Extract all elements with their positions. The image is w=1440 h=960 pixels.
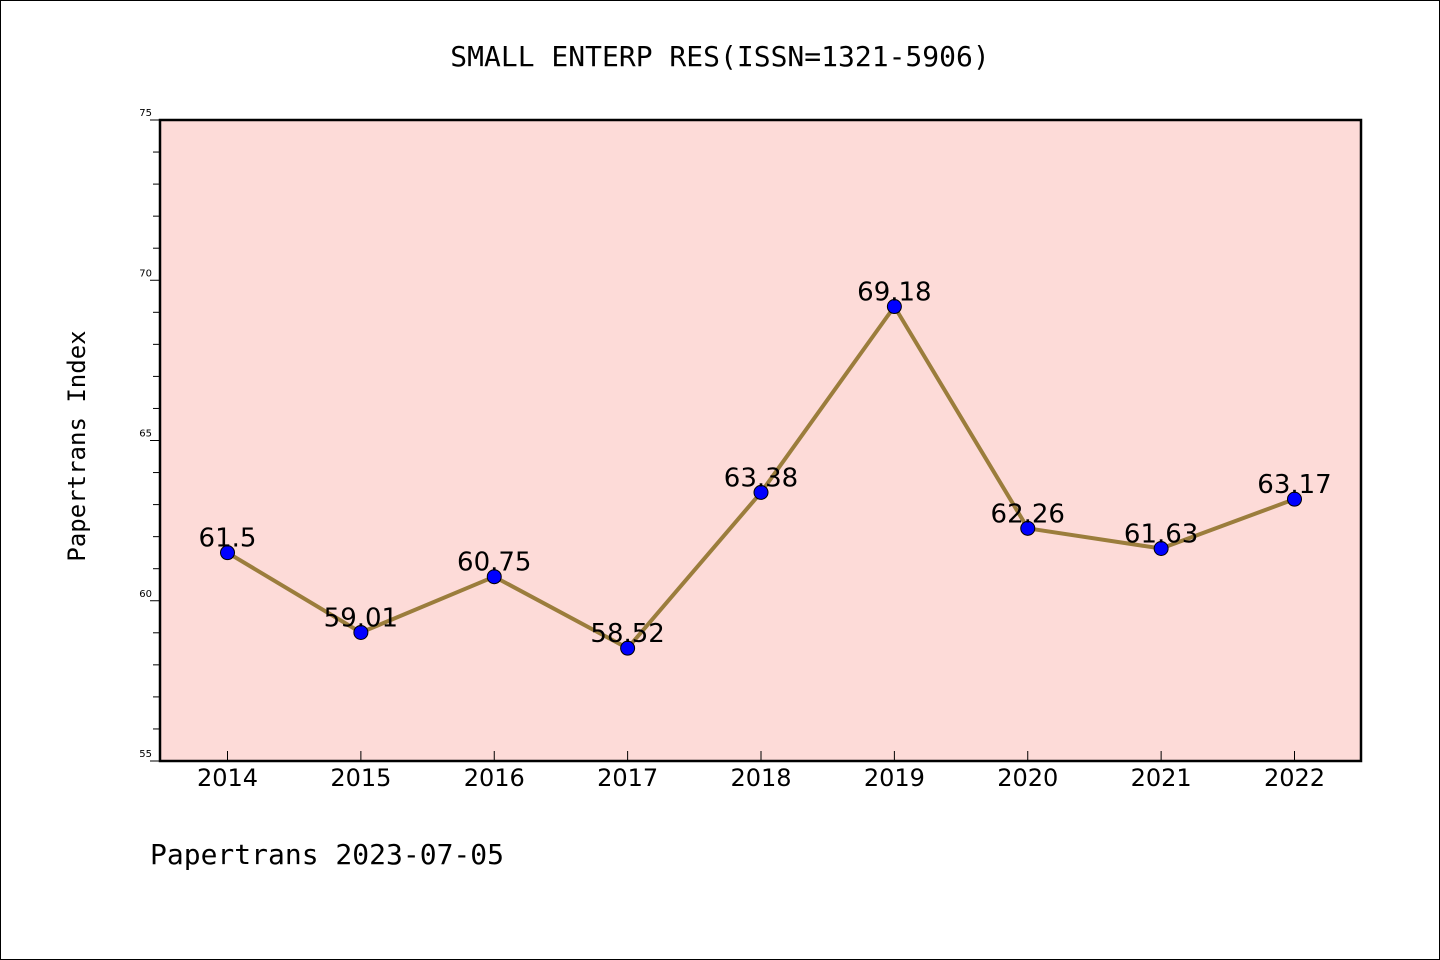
- x-tick-label: 2019: [864, 764, 925, 792]
- y-tick-label: 60: [139, 589, 152, 600]
- data-label: 58.52: [590, 619, 664, 649]
- series-markers: [220, 299, 1302, 656]
- y-axis-label: Papertrans Index: [63, 330, 91, 561]
- data-point: [353, 624, 369, 640]
- data-point: [1287, 491, 1302, 507]
- y-tick-label: 65: [139, 429, 152, 440]
- data-point: [1020, 520, 1036, 536]
- data-label: 69.18: [857, 278, 931, 308]
- x-tick-label: 2022: [1264, 764, 1325, 792]
- x-tick-label: 2016: [464, 764, 525, 792]
- x-tick-label: 2020: [997, 764, 1058, 792]
- data-label: 59.01: [324, 603, 398, 633]
- y-tick-label: 70: [139, 268, 152, 279]
- x-axis-ticks: 2014 2015 2016 2017 2018 2019 2020 2021 2022: [197, 751, 1325, 792]
- y-tick-label: 75: [139, 108, 152, 119]
- x-tick-label: 2017: [597, 764, 658, 792]
- data-point: [886, 299, 902, 315]
- data-point: [220, 545, 235, 561]
- data-labels: 61.5 59.01 60.75 58.52 63.38 69.18 62.26 61.63 6…: [199, 278, 1332, 650]
- data-label: 60.75: [457, 548, 531, 578]
- y-tick-label: 55: [139, 749, 152, 760]
- footer-text: Papertrans 2023-07-05: [150, 838, 504, 871]
- data-label: 61.5: [199, 524, 257, 554]
- data-label: 63.17: [1257, 470, 1331, 500]
- x-tick-label: 2018: [730, 764, 791, 792]
- chart-title: SMALL ENTERP RES(ISSN=1321-5906): [450, 40, 989, 73]
- plot-border: [158, 118, 1363, 763]
- x-tick-label: 2015: [330, 764, 391, 792]
- x-tick-label: 2014: [197, 764, 258, 792]
- data-point: [486, 569, 502, 585]
- data-point: [620, 640, 636, 656]
- data-label: 61.63: [1124, 520, 1198, 550]
- y-axis-ticks: 55 60 65 70 75: [139, 108, 160, 762]
- plot-area: [160, 120, 1361, 761]
- data-point: [753, 484, 769, 500]
- x-tick-label: 2021: [1131, 764, 1192, 792]
- data-point: [1153, 541, 1169, 557]
- data-label: 62.26: [991, 499, 1065, 529]
- data-label: 63.38: [724, 463, 798, 493]
